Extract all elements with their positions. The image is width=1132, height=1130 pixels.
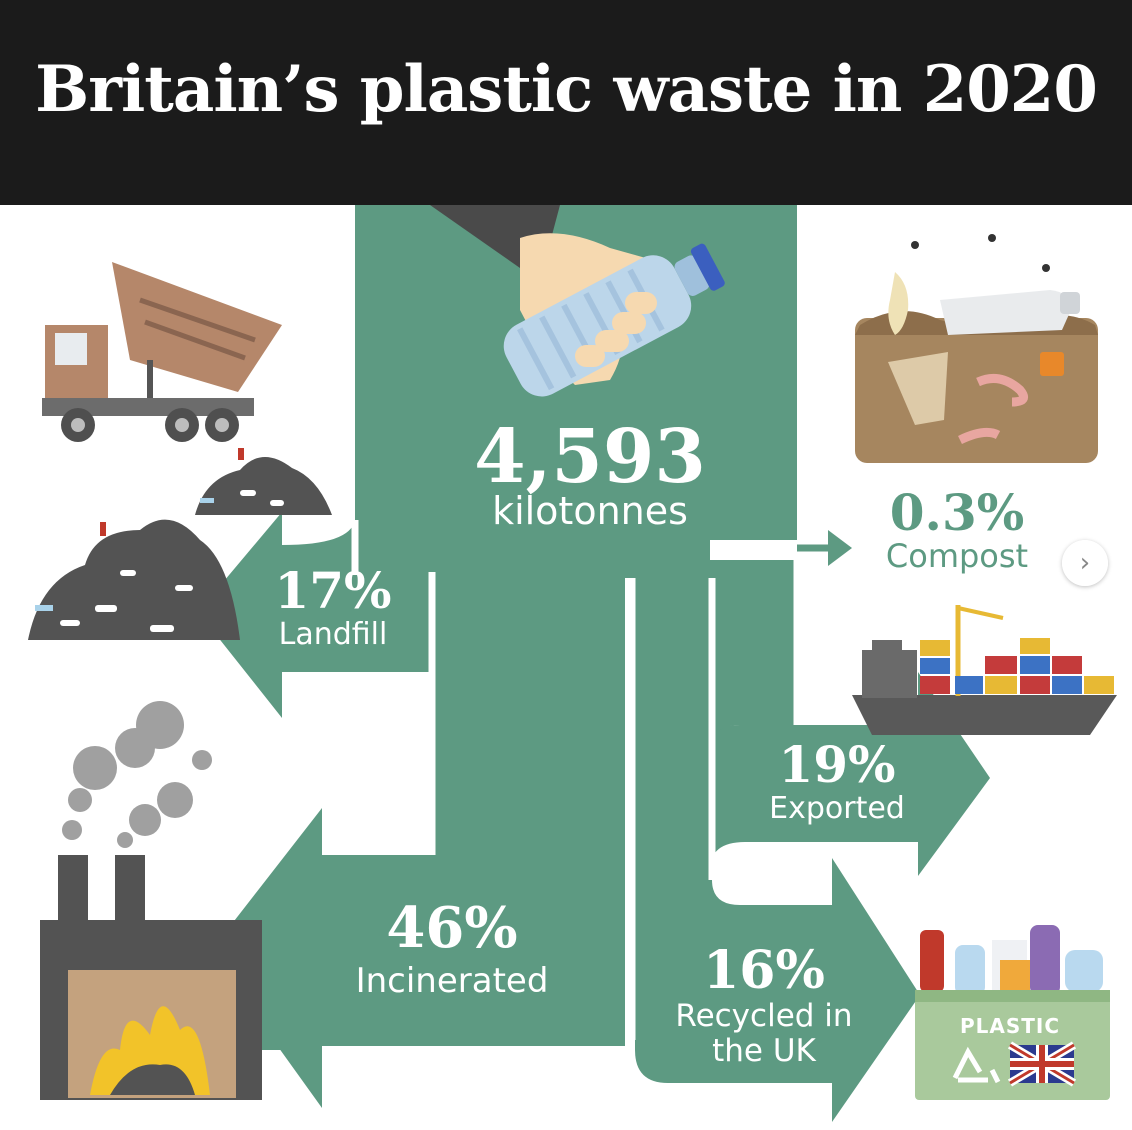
flow-trunk xyxy=(210,205,797,1050)
incinerated-arrow xyxy=(210,808,625,1108)
incinerated-caption: Incinerated xyxy=(355,961,549,1001)
landfill-arrow xyxy=(198,512,432,718)
exported-label: 19% Exported xyxy=(742,740,932,824)
page-title: Britain’s plastic waste in 2020 xyxy=(35,52,1098,127)
landfill-percent: 17% xyxy=(274,561,392,620)
exported-percent: 19% xyxy=(778,735,896,794)
dump-truck-icon xyxy=(42,262,282,442)
compost-label: 0.3% Compost xyxy=(862,483,1052,575)
chevron-right-icon: › xyxy=(1079,548,1091,578)
carousel-next-button[interactable]: › xyxy=(1062,540,1108,586)
title-banner: Britain’s plastic waste in 2020 xyxy=(0,0,1132,205)
compost-soil-icon xyxy=(855,234,1098,463)
recycled-caption-line2: the UK xyxy=(712,1033,816,1069)
recycled-arrow xyxy=(635,578,920,1122)
hand-bottle-icon xyxy=(430,205,725,397)
landfill-caption: Landfill xyxy=(278,617,388,652)
incinerator-factory-icon xyxy=(40,701,262,1100)
landfill-label: 17% Landfill xyxy=(258,566,408,650)
exported-arrow xyxy=(710,578,990,876)
landfill-pile-icon xyxy=(28,448,332,640)
recycle-symbol-icon xyxy=(952,1046,1001,1084)
incinerated-percent: 46% xyxy=(386,895,518,961)
recycled-caption-line1: Recycled in xyxy=(675,998,853,1034)
total-unit: kilotonnes xyxy=(492,489,688,533)
recycled-percent: 16% xyxy=(703,940,825,1001)
compost-percent: 0.3% xyxy=(889,483,1025,542)
compost-caption: Compost xyxy=(885,537,1029,575)
recycling-box-icon xyxy=(915,925,1110,1100)
exported-caption: Exported xyxy=(769,791,905,826)
total-value: 4,593 xyxy=(474,414,706,500)
cargo-ship-icon xyxy=(852,605,1117,735)
total-amount: 4,593 kilotonnes xyxy=(440,420,740,530)
recycled-label: 16% Recycled in the UK xyxy=(654,945,874,1067)
incinerated-label: 46% Incinerated xyxy=(332,900,572,998)
recycling-box-label: PLASTIC xyxy=(959,1014,1061,1038)
